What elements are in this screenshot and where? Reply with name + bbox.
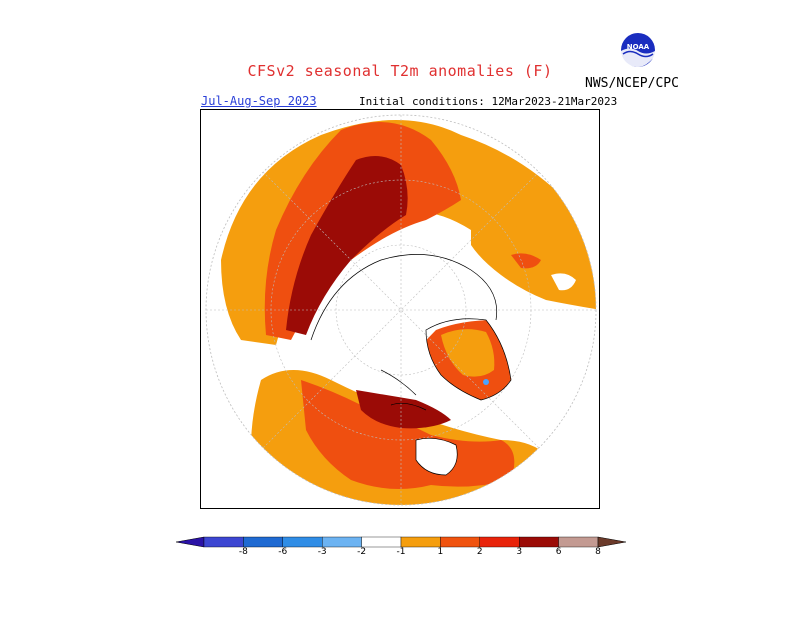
colorbar-segment [361, 536, 402, 548]
polar-map-svg [205, 114, 597, 506]
colorbar-tick-label: -1 [396, 547, 406, 557]
colorbar-segment [282, 536, 323, 548]
colorbar-tick-label: -8 [238, 547, 248, 557]
colorbar-tick-label: 2 [476, 547, 483, 557]
colorbar-segment [203, 536, 244, 548]
polar-map [200, 109, 600, 509]
colorbar-arrow-max [597, 536, 626, 548]
colorbar-segment [519, 536, 559, 548]
hudson-bay [416, 438, 458, 475]
europe-orange-region [471, 226, 596, 310]
north-america-darkred-region [356, 390, 451, 429]
colorbar-tick-label: 6 [555, 547, 562, 557]
colorbar-tick-label: -2 [357, 547, 367, 557]
colorbar-segment [321, 536, 362, 548]
eurasia-darkred-region [286, 156, 408, 335]
europe-red-spot [511, 253, 541, 269]
greenland-inner-region [441, 329, 495, 377]
colorbar-segment [440, 536, 480, 548]
arctic-ocean [311, 254, 497, 370]
anomaly-colorbar [176, 536, 626, 548]
initial-conditions-label: Initial conditions: 12Mar2023-21Mar2023 [359, 95, 618, 108]
agency-label: NWS/NCEP/CPC [585, 76, 679, 91]
colorbar-segment [243, 536, 284, 548]
colorbar-segment [479, 536, 520, 548]
small-cold-spot [483, 379, 489, 385]
colorbar-tick-label: -6 [278, 547, 288, 557]
noaa-logo: NOAA [621, 33, 655, 67]
colorbar-arrow-min [176, 536, 205, 548]
colorbar-segment [558, 536, 599, 548]
forecast-period-label: Jul-Aug-Sep 2023 [201, 94, 317, 108]
map-title: CFSv2 seasonal T2m anomalies (F) [247, 62, 553, 80]
colorbar-segment [400, 536, 441, 548]
coastlines [310, 254, 512, 476]
colorbar-tick-label: 1 [437, 547, 444, 557]
logo-text: NOAA [627, 43, 650, 51]
scandinavia-white [551, 273, 576, 291]
colorbar-tick-label: 8 [595, 547, 601, 557]
meridians [206, 115, 596, 505]
colorbar-tick-label: 3 [516, 547, 523, 557]
colorbar-tick-label: -3 [317, 547, 327, 557]
north-america-red-region [301, 380, 515, 489]
